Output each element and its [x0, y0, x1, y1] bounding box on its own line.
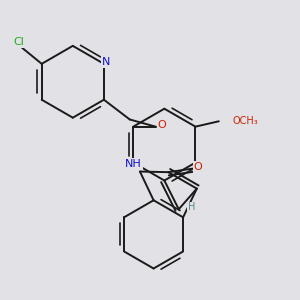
- Text: Cl: Cl: [13, 37, 24, 47]
- Text: OCH₃: OCH₃: [232, 116, 258, 126]
- Text: O: O: [158, 120, 167, 130]
- Text: H: H: [188, 202, 195, 212]
- Text: O: O: [194, 162, 203, 172]
- Text: N: N: [101, 57, 110, 67]
- Text: NH: NH: [125, 159, 142, 170]
